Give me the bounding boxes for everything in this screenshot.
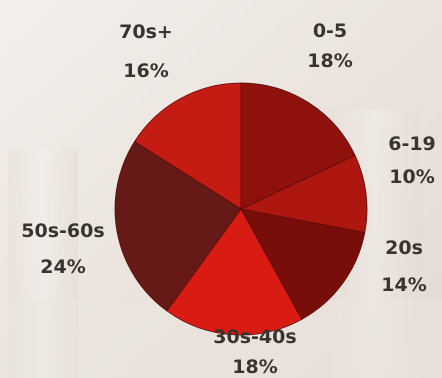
pie-slice-20s — [240, 208, 366, 320]
slice-label-6-19: 6-19 — [388, 133, 436, 155]
slice-label-50s-60s: 50s-60s — [21, 220, 104, 242]
pie-slices — [114, 82, 368, 336]
pie-slice-70s-plus — [134, 82, 242, 210]
pie-slice-0-5 — [240, 82, 356, 210]
slice-label-30s-40s: 30s-40s — [213, 326, 296, 348]
slice-pct-30s-40s: 18% — [232, 356, 277, 378]
slice-pct-50s-60s: 24% — [40, 256, 85, 278]
slice-pct-70s-plus: 16% — [123, 60, 168, 82]
slice-pct-20s: 14% — [381, 274, 426, 296]
slice-pct-6-19: 10% — [389, 166, 434, 188]
slice-label-20s: 20s — [385, 237, 423, 259]
slice-label-0-5: 0-5 — [313, 20, 347, 42]
slice-label-70s-plus: 70s+ — [119, 21, 173, 43]
pie-slice-50s-60s — [114, 140, 242, 312]
pie-slice-30s-40s — [166, 208, 303, 336]
slice-pct-0-5: 18% — [307, 50, 352, 72]
pie-slice-6-19 — [239, 154, 368, 234]
